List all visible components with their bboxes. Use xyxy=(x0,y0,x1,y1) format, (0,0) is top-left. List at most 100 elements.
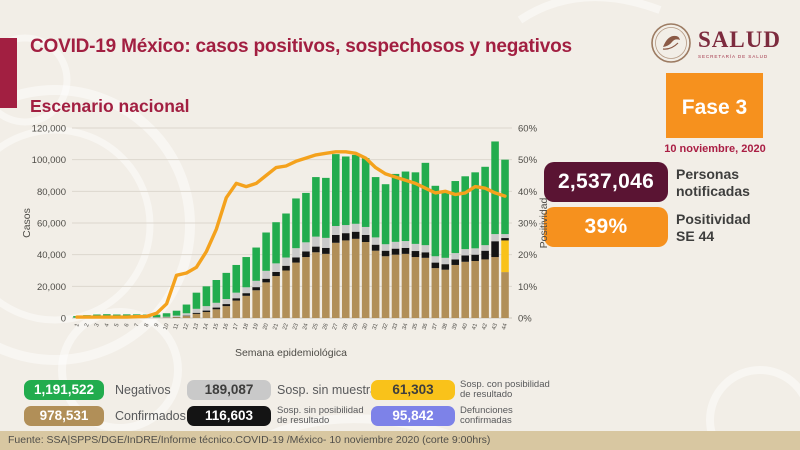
bar-segment xyxy=(461,249,469,256)
x-axis-tick: 13 xyxy=(193,323,201,331)
y-axis-right-tick: 10% xyxy=(518,282,538,293)
bar-segment xyxy=(332,234,340,243)
x-axis-tick: 1 xyxy=(74,323,81,328)
x-axis-tick: 10 xyxy=(163,323,171,331)
bar-segment xyxy=(282,213,290,258)
bar-segment xyxy=(391,241,400,249)
bar-segment xyxy=(381,256,390,318)
x-axis-tick: 8 xyxy=(144,323,151,328)
bar-segment xyxy=(182,304,191,314)
x-axis-tick: 2 xyxy=(84,323,91,328)
legend-value-badge: 116,603 xyxy=(187,406,271,426)
bar-segment xyxy=(232,264,241,293)
bar-segment xyxy=(292,198,300,249)
bar-segment xyxy=(421,257,430,318)
bar-segment xyxy=(451,181,460,254)
bar-segment xyxy=(202,310,211,312)
bar-segment xyxy=(461,176,469,250)
x-axis-tick: 34 xyxy=(402,322,410,331)
x-axis-tick: 6 xyxy=(124,323,131,328)
x-axis-tick: 35 xyxy=(412,323,420,331)
bar-segment xyxy=(451,259,460,265)
bar-segment xyxy=(242,287,250,294)
x-axis-tick: 43 xyxy=(491,323,499,331)
x-axis-tick: 5 xyxy=(114,323,121,328)
bar-segment xyxy=(441,264,450,270)
bar-segment xyxy=(481,166,489,246)
bar-segment xyxy=(451,264,460,318)
x-axis-tick: 27 xyxy=(332,323,340,331)
bar-segment xyxy=(351,231,360,239)
bar-segment xyxy=(152,314,161,318)
bar-segment xyxy=(292,257,300,263)
phase-badge: Fase 3 xyxy=(666,73,763,138)
x-axis-tick: 12 xyxy=(183,323,191,331)
positivity-badge: 39% xyxy=(544,207,668,247)
bar-segment xyxy=(361,226,370,235)
positivity-line xyxy=(75,150,507,319)
bar-segment xyxy=(481,259,489,318)
x-axis-tick: 17 xyxy=(232,323,240,331)
bar-segment xyxy=(491,257,499,318)
x-axis-tick: 28 xyxy=(342,323,350,331)
bar-segment xyxy=(351,154,360,224)
bar-segment xyxy=(182,313,191,316)
report-date: 10 noviembre, 2020 xyxy=(664,143,766,155)
x-axis-tick: 38 xyxy=(441,323,449,331)
bar-segment xyxy=(242,257,250,288)
bar-segment xyxy=(262,270,270,279)
y-axis-right-tick: 30% xyxy=(518,219,538,230)
bar-segment xyxy=(262,232,270,271)
bar-segment xyxy=(252,280,260,288)
bar-segment xyxy=(272,276,280,318)
bar-segment xyxy=(411,251,420,258)
y-axis-right-tick: 0% xyxy=(518,314,532,325)
x-axis-tick: 31 xyxy=(372,323,380,331)
bar-segment xyxy=(501,238,509,241)
bar-segment xyxy=(272,271,280,277)
x-axis-tick: 29 xyxy=(352,323,360,331)
bar-segment xyxy=(371,177,380,238)
bar-segment xyxy=(461,261,469,318)
bar-segment xyxy=(332,226,340,235)
bar-segment xyxy=(222,304,231,307)
section-title: Escenario nacional xyxy=(30,96,190,116)
bar-segment xyxy=(441,257,450,265)
x-axis-tick: 22 xyxy=(282,323,290,331)
bar-segment xyxy=(381,184,390,245)
x-axis-tick: 26 xyxy=(322,323,330,331)
bar-segment xyxy=(351,223,360,232)
bar-segment xyxy=(202,311,211,318)
bar-segment xyxy=(471,248,479,255)
bar-segment xyxy=(461,255,469,262)
bar-segment xyxy=(411,243,420,252)
x-axis-tick: 41 xyxy=(471,323,479,331)
bar-segment xyxy=(361,158,370,227)
bar-segment xyxy=(401,253,410,318)
bar-segment xyxy=(421,252,430,258)
x-axis-tick: 37 xyxy=(432,323,440,331)
legend-value-badge: 189,087 xyxy=(187,380,271,400)
bar-segment xyxy=(192,292,201,309)
x-axis-tick: 39 xyxy=(451,323,459,331)
bar-segment xyxy=(391,173,400,242)
bar-segment xyxy=(242,293,250,296)
x-axis-tick: 14 xyxy=(203,322,211,331)
source-footer: Fuente: SSA|SPPS/DGE/InDRE/Informe técni… xyxy=(0,431,800,450)
x-axis-tick: 36 xyxy=(422,323,430,331)
bar-segment xyxy=(262,282,270,318)
bar-segment xyxy=(272,222,280,264)
x-axis-tick: 7 xyxy=(134,323,141,328)
bar-segment xyxy=(411,257,420,318)
bar-segment xyxy=(192,312,201,314)
bar-segment xyxy=(431,262,440,269)
bar-segment xyxy=(401,247,410,254)
y-axis-right-tick: 40% xyxy=(518,187,538,198)
bar-segment xyxy=(341,225,350,234)
bar-segment xyxy=(431,256,440,263)
legend-label: Sosp. con posibilidad de resultado xyxy=(460,379,550,400)
notified-count-label: Personas notificadas xyxy=(676,166,750,199)
bar-segment xyxy=(212,309,221,318)
bar-segment xyxy=(441,269,450,318)
bar-segment xyxy=(431,268,440,318)
